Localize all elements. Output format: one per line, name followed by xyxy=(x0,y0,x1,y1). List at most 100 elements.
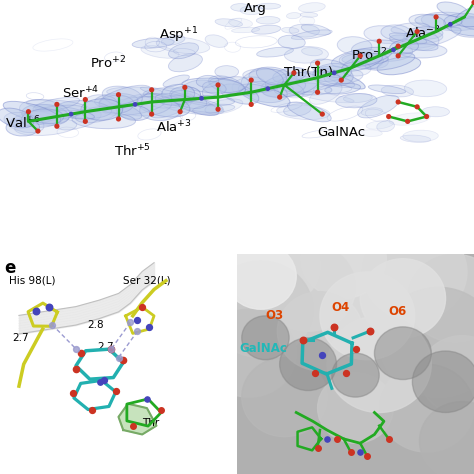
Point xyxy=(181,83,189,91)
Circle shape xyxy=(379,287,474,397)
Ellipse shape xyxy=(202,77,248,99)
Ellipse shape xyxy=(109,103,142,119)
Ellipse shape xyxy=(308,72,355,88)
Point xyxy=(143,395,151,403)
Point xyxy=(45,303,52,311)
Ellipse shape xyxy=(140,87,192,100)
Point xyxy=(423,113,430,120)
Point xyxy=(77,349,84,357)
Point xyxy=(148,86,155,94)
Point xyxy=(290,69,298,77)
Ellipse shape xyxy=(365,53,415,70)
Text: 2.7: 2.7 xyxy=(97,342,114,352)
Point xyxy=(25,108,32,116)
Ellipse shape xyxy=(231,4,250,11)
Text: O6: O6 xyxy=(389,305,407,318)
Ellipse shape xyxy=(286,13,301,19)
Ellipse shape xyxy=(99,85,150,107)
Ellipse shape xyxy=(342,53,388,65)
Ellipse shape xyxy=(289,24,319,37)
Ellipse shape xyxy=(360,130,383,137)
Ellipse shape xyxy=(95,93,138,109)
Ellipse shape xyxy=(391,23,429,34)
Ellipse shape xyxy=(444,13,474,36)
Ellipse shape xyxy=(310,59,352,78)
Ellipse shape xyxy=(261,73,319,97)
Point xyxy=(300,336,307,344)
Circle shape xyxy=(419,401,474,474)
Circle shape xyxy=(408,255,474,342)
Circle shape xyxy=(301,219,386,298)
Point xyxy=(333,435,340,443)
Ellipse shape xyxy=(75,106,117,123)
Ellipse shape xyxy=(27,100,87,111)
Point xyxy=(364,453,371,460)
Point xyxy=(347,448,355,456)
Text: His 98(L): His 98(L) xyxy=(9,276,56,286)
Point xyxy=(34,128,42,135)
Ellipse shape xyxy=(4,112,44,133)
Point xyxy=(342,369,350,377)
Text: Asp$^{+1}$: Asp$^{+1}$ xyxy=(159,26,198,45)
Point xyxy=(32,308,39,315)
Text: Pro$^{+2}$: Pro$^{+2}$ xyxy=(90,55,127,72)
Ellipse shape xyxy=(170,86,201,102)
Ellipse shape xyxy=(357,95,399,118)
Ellipse shape xyxy=(404,80,447,97)
Ellipse shape xyxy=(301,24,330,35)
Ellipse shape xyxy=(192,104,235,113)
Point xyxy=(108,345,115,353)
Ellipse shape xyxy=(302,92,354,103)
Ellipse shape xyxy=(320,69,365,89)
Ellipse shape xyxy=(339,53,370,66)
Point xyxy=(470,0,474,6)
Ellipse shape xyxy=(400,135,431,142)
Ellipse shape xyxy=(299,3,325,12)
Point xyxy=(413,103,421,110)
Point xyxy=(247,76,255,84)
Ellipse shape xyxy=(256,17,280,24)
Ellipse shape xyxy=(389,33,427,44)
Circle shape xyxy=(225,243,296,309)
Ellipse shape xyxy=(421,107,449,117)
Point xyxy=(148,110,155,118)
Circle shape xyxy=(332,353,379,397)
Point xyxy=(314,89,321,96)
Ellipse shape xyxy=(451,17,474,37)
Ellipse shape xyxy=(163,100,224,115)
Text: Thr: Thr xyxy=(142,419,159,428)
Ellipse shape xyxy=(240,6,263,15)
Ellipse shape xyxy=(99,95,134,113)
Ellipse shape xyxy=(404,30,443,43)
Ellipse shape xyxy=(209,76,243,93)
Point xyxy=(82,96,89,103)
Text: GalNAc: GalNAc xyxy=(318,126,366,139)
Ellipse shape xyxy=(228,18,253,27)
Ellipse shape xyxy=(377,121,394,132)
Text: Ser 32(L): Ser 32(L) xyxy=(123,276,171,286)
Ellipse shape xyxy=(390,40,419,54)
Ellipse shape xyxy=(210,78,246,94)
Ellipse shape xyxy=(344,94,373,102)
Point xyxy=(82,118,89,125)
Ellipse shape xyxy=(107,87,163,97)
Point xyxy=(330,69,338,77)
Ellipse shape xyxy=(6,119,40,136)
Ellipse shape xyxy=(238,84,290,107)
Text: Ala$^{-3}$: Ala$^{-3}$ xyxy=(405,25,441,41)
Point xyxy=(53,100,61,108)
Ellipse shape xyxy=(283,76,318,96)
Ellipse shape xyxy=(377,57,421,75)
Point xyxy=(404,118,411,125)
Ellipse shape xyxy=(368,85,406,94)
Ellipse shape xyxy=(244,82,287,102)
Point xyxy=(89,407,96,414)
Ellipse shape xyxy=(364,26,408,44)
Circle shape xyxy=(280,338,337,391)
Ellipse shape xyxy=(19,100,70,124)
Text: GalNAc: GalNAc xyxy=(239,342,287,356)
Ellipse shape xyxy=(56,100,111,118)
Point xyxy=(100,376,108,383)
Circle shape xyxy=(379,364,474,452)
Ellipse shape xyxy=(284,46,328,63)
